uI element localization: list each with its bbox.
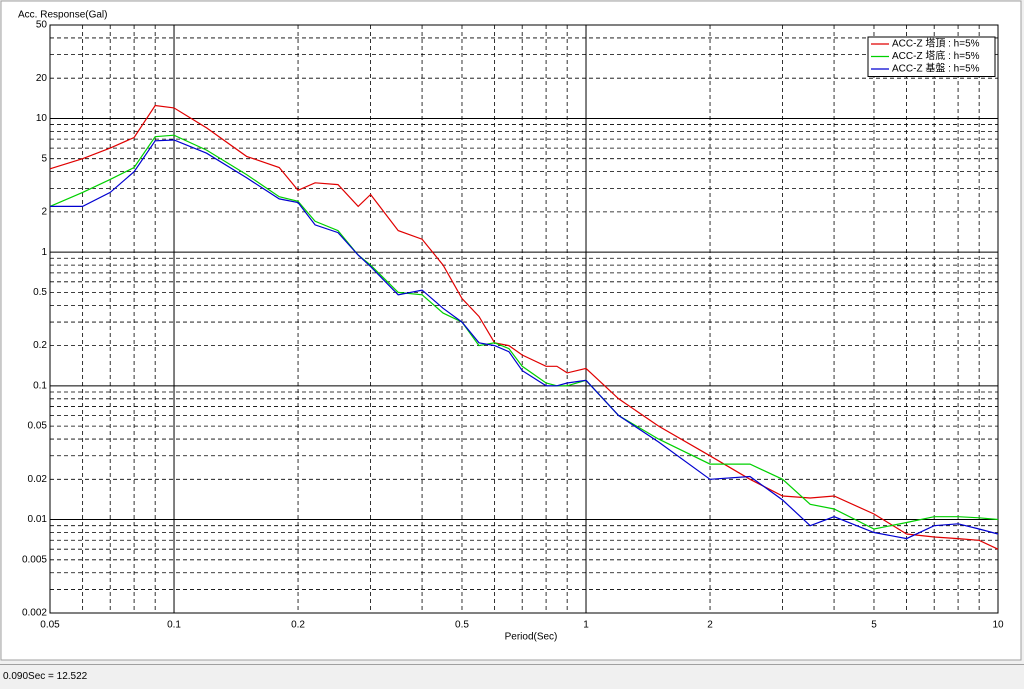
x-tick-label: 5	[871, 620, 877, 631]
legend-label: ACC-Z 塔頂 : h=5%	[892, 37, 980, 50]
y-tick-label: 0.02	[28, 474, 48, 485]
y-tick-label: 5	[41, 153, 47, 164]
y-tick-label: 50	[36, 20, 48, 31]
x-tick-label: 10	[992, 620, 1004, 631]
y-tick-label: 20	[36, 73, 48, 84]
x-tick-label: 2	[707, 620, 713, 631]
y-tick-label: 2	[41, 207, 47, 218]
plot-area	[49, 24, 999, 614]
y-tick-label: 0.5	[33, 287, 47, 298]
y-axis-label: Acc. Response(Gal)	[18, 10, 107, 21]
chart-frame	[0, 0, 1022, 661]
y-tick-label: 0.002	[22, 608, 47, 619]
series-line	[49, 134, 999, 530]
x-tick-label: 0.1	[167, 620, 181, 631]
y-tick-label: 10	[36, 113, 48, 124]
series-line	[50, 139, 999, 540]
y-tick-label: 0.005	[22, 554, 47, 565]
y-tick-label: 0.1	[33, 380, 47, 391]
x-tick-label: 0.2	[291, 620, 305, 631]
x-tick-label: 1	[583, 620, 589, 631]
legend-box	[867, 36, 996, 77]
y-tick-label: 0.01	[28, 514, 48, 525]
legend-label: ACC-Z 基盤 : h=5%	[892, 62, 980, 75]
y-tick-label: 1	[41, 247, 47, 258]
x-tick-label: 0.5	[455, 620, 469, 631]
x-axis-label: Period(Sec)	[505, 632, 558, 643]
x-tick-label: 0.05	[40, 620, 60, 631]
chart: Acc. Response(Gal) Period(Sec) 0.05 0.1 0.…	[0, 0, 1022, 661]
legend-label: ACC-Z 塔底 : h=5%	[892, 49, 980, 62]
y-tick-label: 0.05	[28, 421, 48, 432]
status-bar: 0.090Sec = 12.522	[0, 664, 1024, 688]
y-tick-label: 0.2	[33, 340, 47, 351]
